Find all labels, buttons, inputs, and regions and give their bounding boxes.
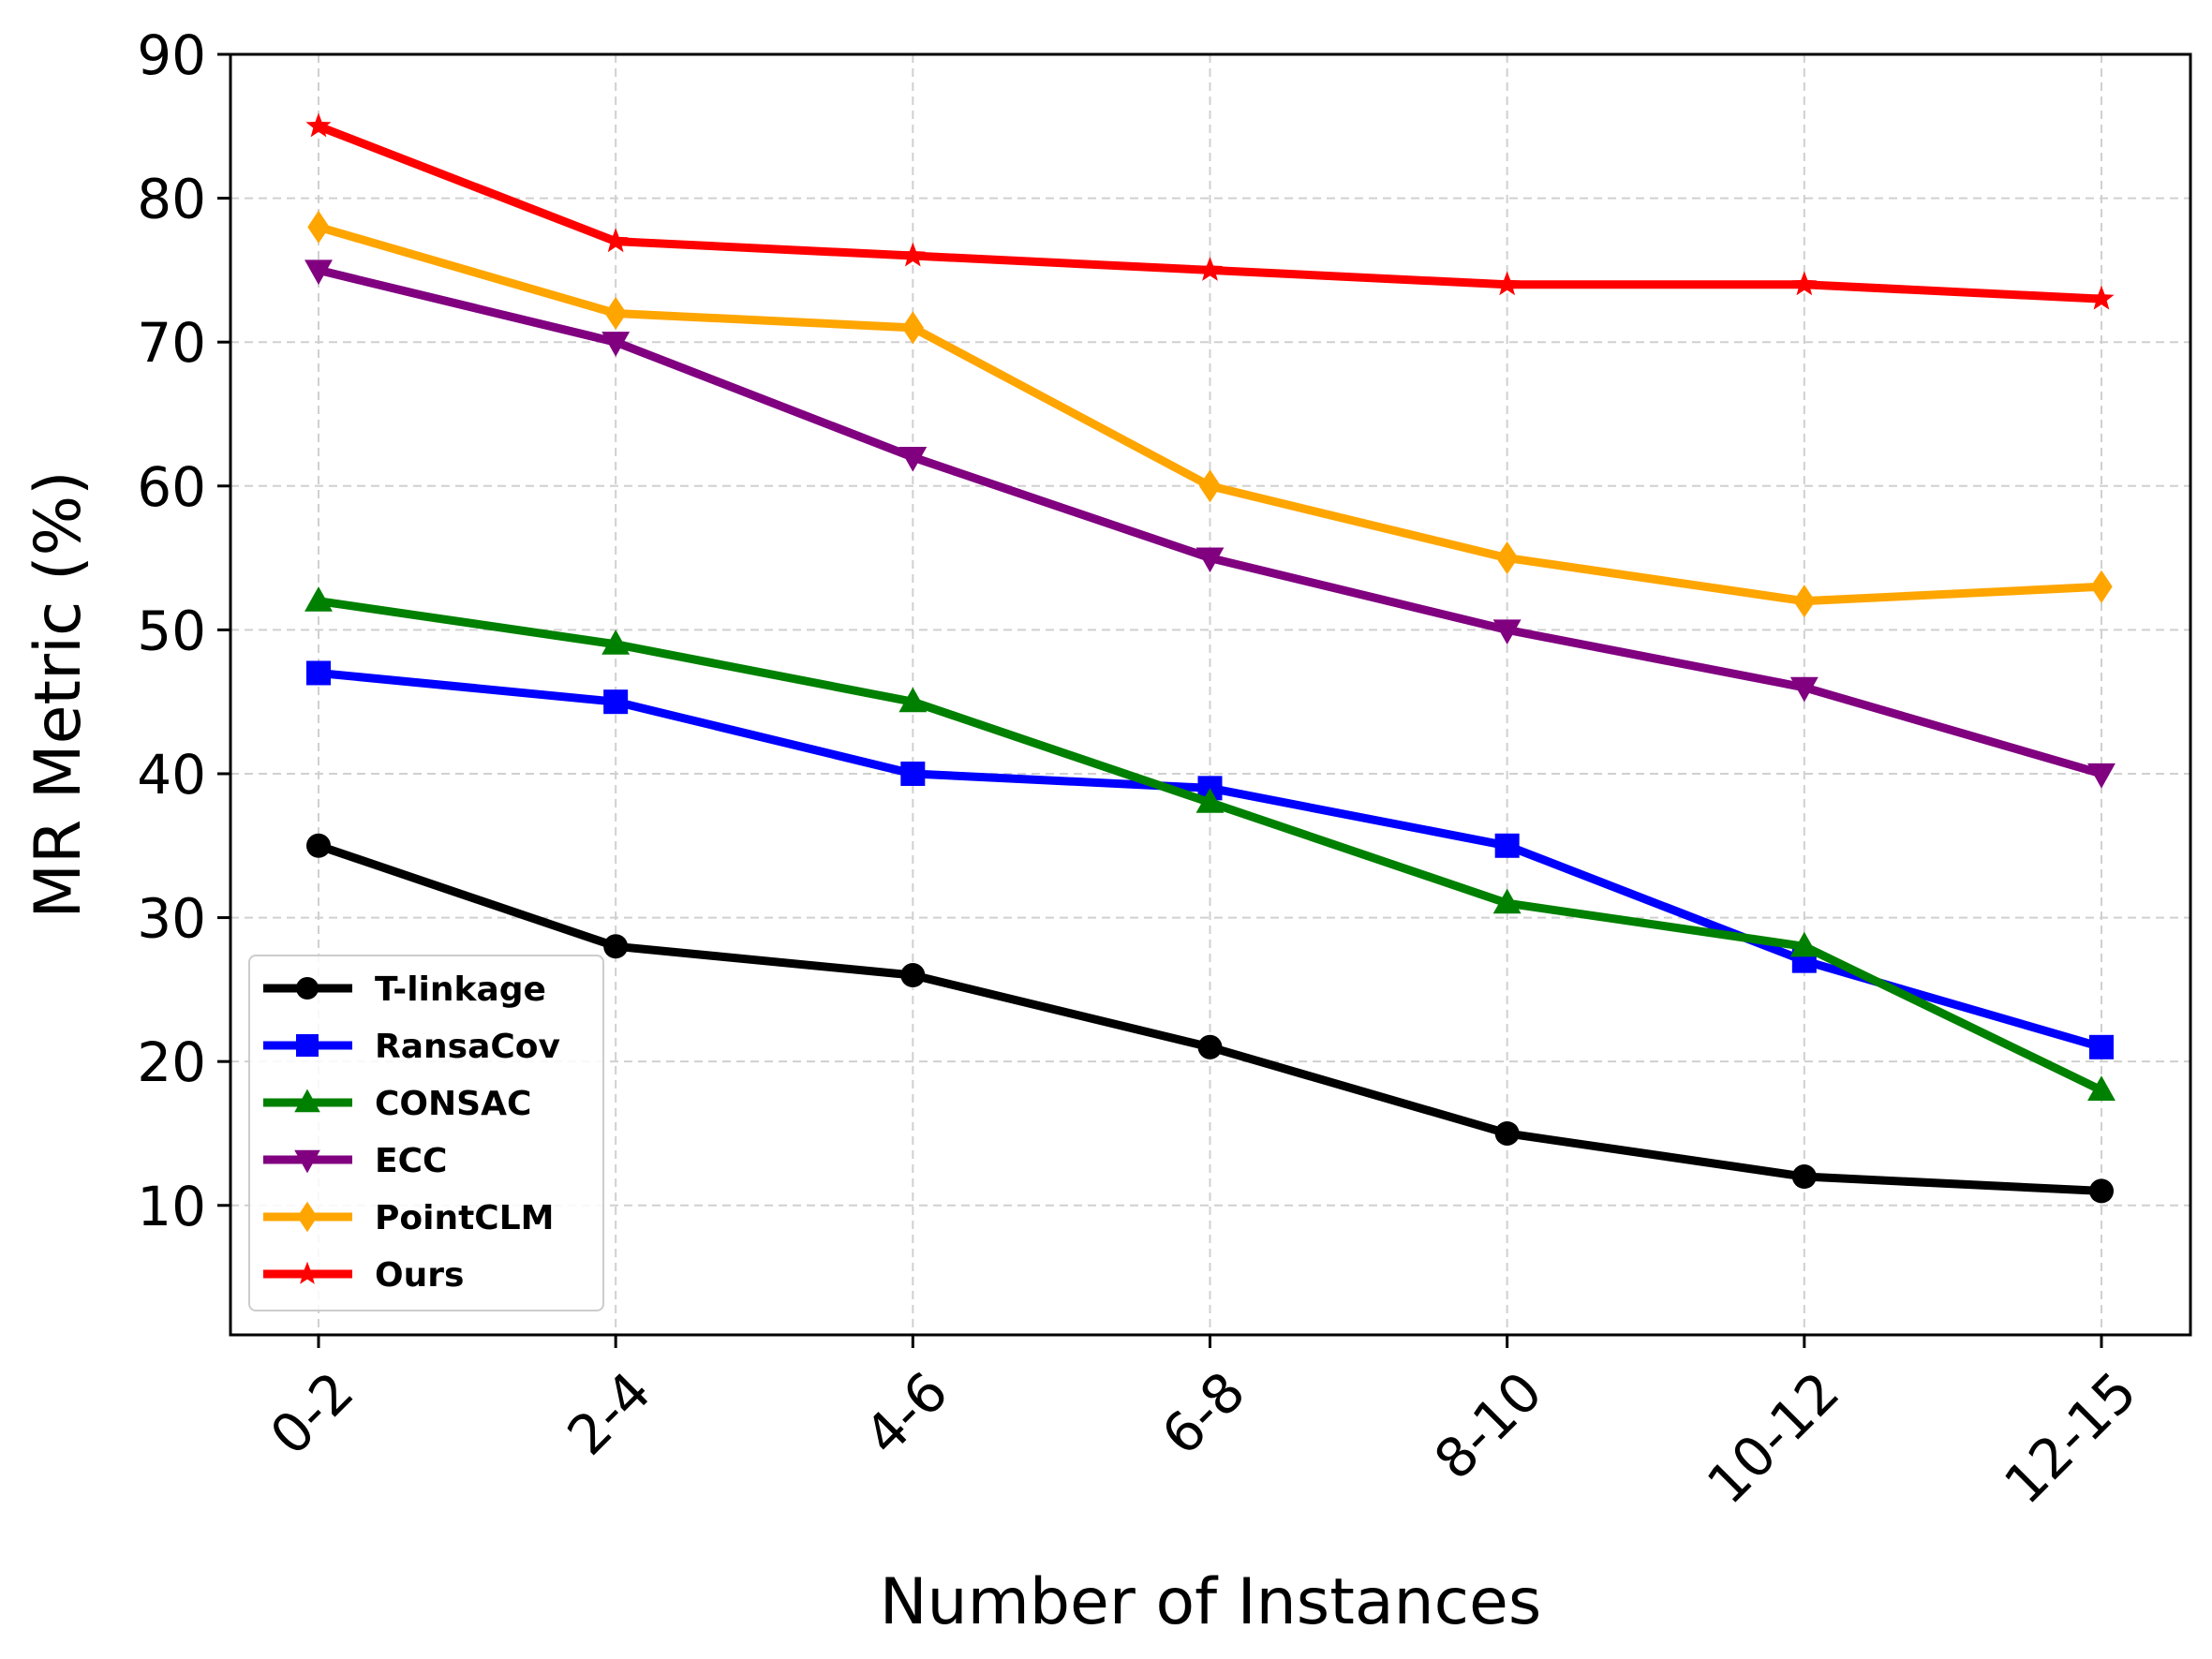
data-point [1494,271,1521,296]
data-point [305,112,332,138]
legend-label: T-linkage [375,970,546,1009]
legend-marker [296,1034,319,1057]
data-point [1793,585,1816,618]
data-point [601,332,631,357]
legend-marker [296,977,319,1000]
data-point [306,660,331,686]
data-point [603,934,629,959]
y-tick-label: 40 [137,743,206,807]
data-point [898,447,928,472]
data-point [1492,619,1522,644]
legend: T-linkage RansaCov CONSAC ECC PointCLM Ours [248,955,604,1311]
data-point [1791,271,1818,296]
data-point [1195,547,1225,573]
data-point [1492,888,1522,914]
legend-label: PointCLM [375,1199,554,1237]
data-point [901,311,925,345]
x-axis-label: Number of Instances [880,1565,1542,1639]
data-point [304,259,333,285]
series-pointclm [307,210,2113,618]
data-point [1197,1034,1223,1059]
data-point [601,630,631,655]
series-t-linkage [306,833,2114,1204]
legend-item: T-linkage [263,970,546,1009]
y-tick-label: 20 [137,1030,206,1094]
legend-marker [295,1261,319,1284]
data-point [2088,285,2115,310]
data-point [304,586,333,612]
y-tick-label: 70 [137,311,206,375]
legend-label: ECC [375,1142,447,1180]
data-point [2089,1178,2114,1204]
data-point [306,833,331,858]
data-point [1195,788,1225,813]
data-point [899,242,926,267]
series-ecc [304,259,2116,789]
legend-item: ECC [263,1142,447,1180]
legend-label: CONSAC [375,1085,531,1123]
data-point [1789,676,1819,703]
data-point [1494,833,1520,858]
data-point [307,210,330,244]
legend-label: RansaCov [375,1028,560,1066]
data-point [604,296,627,331]
y-tick-label: 10 [137,1175,206,1238]
legend-marker [294,1149,320,1174]
data-point [898,687,928,713]
data-point [2090,570,2113,603]
data-point [900,963,926,988]
data-point [602,228,629,253]
data-point [900,761,926,786]
y-tick-label: 60 [137,455,206,519]
data-point [1494,1120,1520,1146]
series-consac [304,586,2116,1101]
legend-marker [294,1089,320,1113]
legend-item: RansaCov [263,1028,560,1066]
data-point [1198,469,1222,503]
legend-item: PointCLM [263,1199,554,1237]
data-point [1791,1164,1817,1190]
legend-marker [297,1201,318,1233]
data-point [1789,931,1819,957]
y-tick-label: 50 [137,599,206,662]
data-point [2087,763,2116,789]
data-point [2089,1034,2114,1059]
legend-item: CONSAC [263,1085,531,1123]
y-axis-label: MR Metric (%) [22,470,96,918]
data-point [2087,1075,2116,1101]
y-tick-label: 80 [137,168,206,231]
y-tick-label: 30 [137,887,206,951]
data-point [1196,257,1224,281]
data-point [1495,541,1519,575]
series-layer [304,112,2116,1204]
series-ours [305,112,2115,310]
legend-label: Ours [375,1256,464,1295]
legend-item: Ours [263,1256,464,1295]
data-point [603,689,629,715]
y-tick-label: 90 [137,23,206,87]
